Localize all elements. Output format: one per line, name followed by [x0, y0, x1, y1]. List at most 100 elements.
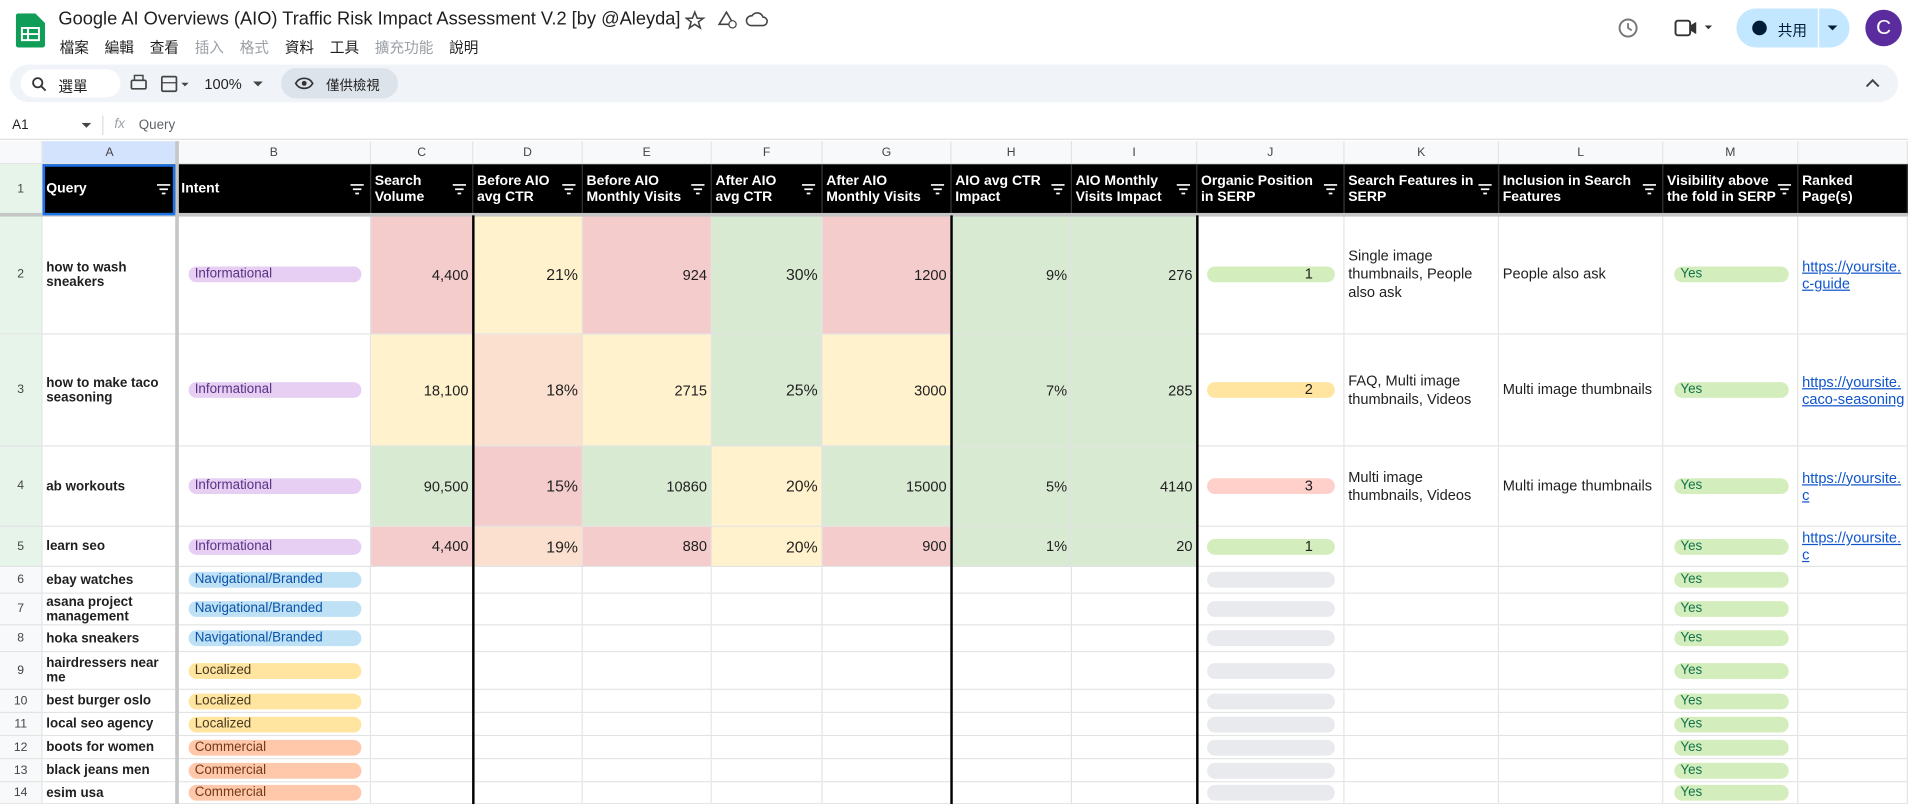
- cell[interactable]: how to make taco seasoning: [42, 334, 178, 447]
- cell[interactable]: ab workouts: [42, 446, 178, 527]
- cell[interactable]: [951, 625, 1073, 653]
- cell[interactable]: Navigational/Branded: [177, 625, 372, 653]
- cell[interactable]: [473, 689, 583, 714]
- cell[interactable]: Yes: [1663, 567, 1799, 594]
- cell[interactable]: [711, 782, 823, 804]
- cell[interactable]: Localized: [177, 652, 372, 690]
- cell[interactable]: Multi image thumbnails, Videos: [1344, 446, 1500, 527]
- cell[interactable]: [582, 689, 712, 714]
- cell[interactable]: 20%: [711, 446, 823, 527]
- cell[interactable]: [822, 713, 952, 737]
- cell[interactable]: [1344, 689, 1500, 714]
- row-header[interactable]: 8: [0, 625, 43, 653]
- header-cell[interactable]: After AIO Monthly Visits: [822, 164, 952, 216]
- header-cell[interactable]: Inclusion in Search Features: [1499, 164, 1664, 216]
- cell[interactable]: [473, 736, 583, 760]
- cell[interactable]: Yes: [1663, 689, 1799, 714]
- cell[interactable]: [1072, 567, 1198, 594]
- ranked-page-link[interactable]: https://yoursite.caco-seasoning: [1802, 372, 1905, 408]
- cell[interactable]: learn seo: [42, 526, 178, 568]
- cell[interactable]: 4140: [1072, 446, 1198, 527]
- formula-text[interactable]: Query: [138, 118, 176, 133]
- cell[interactable]: [711, 593, 823, 626]
- cell[interactable]: Yes: [1663, 215, 1799, 335]
- menu-item[interactable]: 擴充功能: [374, 38, 434, 56]
- cell[interactable]: Single image thumbnails, People also ask: [1344, 215, 1500, 335]
- zoom-level[interactable]: 100%: [204, 75, 242, 93]
- menu-item[interactable]: 資料: [284, 38, 315, 56]
- row-header[interactable]: 5: [0, 526, 43, 568]
- cell[interactable]: [951, 652, 1073, 690]
- cell[interactable]: Yes: [1663, 652, 1799, 690]
- cell[interactable]: black jeans men: [42, 759, 178, 783]
- corner-cell[interactable]: [0, 141, 43, 165]
- column-header[interactable]: B: [177, 141, 372, 165]
- column-header[interactable]: J: [1197, 141, 1345, 165]
- row-header[interactable]: 6: [0, 567, 43, 594]
- header-cell[interactable]: Organic Position in SERP: [1197, 164, 1345, 216]
- cell[interactable]: Navigational/Branded: [177, 593, 372, 626]
- cell[interactable]: [1499, 736, 1664, 760]
- header-cell[interactable]: Ranked Page(s): [1798, 164, 1908, 216]
- cell[interactable]: Yes: [1663, 625, 1799, 653]
- cell[interactable]: 2715: [582, 334, 712, 447]
- cell[interactable]: [371, 567, 474, 594]
- title-icons[interactable]: [685, 10, 773, 32]
- row-header[interactable]: 14: [0, 782, 43, 804]
- header-cell[interactable]: After AIO avg CTR: [711, 164, 823, 216]
- cell[interactable]: 19%: [473, 526, 583, 568]
- header-cell[interactable]: Search Features in SERP: [1344, 164, 1500, 216]
- cell[interactable]: [1499, 759, 1664, 783]
- column-header[interactable]: [1798, 141, 1908, 165]
- cell[interactable]: [711, 736, 823, 760]
- cell[interactable]: 1: [1197, 215, 1345, 335]
- cell[interactable]: [951, 736, 1073, 760]
- cell[interactable]: [1072, 652, 1198, 690]
- cell[interactable]: 276: [1072, 215, 1198, 335]
- row-header[interactable]: 4: [0, 446, 43, 527]
- cell[interactable]: [1499, 652, 1664, 690]
- cell[interactable]: Commercial: [177, 782, 372, 804]
- cell[interactable]: best burger oslo: [42, 689, 178, 714]
- cell[interactable]: https://yoursite.caco-seasoning: [1798, 334, 1908, 447]
- row-header[interactable]: 13: [0, 759, 43, 783]
- cell[interactable]: [711, 625, 823, 653]
- cell[interactable]: People also ask: [1499, 215, 1664, 335]
- cell[interactable]: [1197, 713, 1345, 737]
- cell[interactable]: [1499, 713, 1664, 737]
- column-header[interactable]: H: [951, 141, 1073, 165]
- cell[interactable]: [1197, 736, 1345, 760]
- ranked-page-link[interactable]: https://yoursite.c: [1802, 529, 1902, 564]
- cell[interactable]: [1344, 782, 1500, 804]
- cell[interactable]: [582, 567, 712, 594]
- cell[interactable]: Commercial: [177, 759, 372, 783]
- name-box-caret[interactable]: [81, 122, 92, 129]
- cell[interactable]: Yes: [1663, 526, 1799, 568]
- cell[interactable]: [1197, 652, 1345, 690]
- cell[interactable]: [1197, 593, 1345, 626]
- cell[interactable]: [711, 567, 823, 594]
- cell[interactable]: 18%: [473, 334, 583, 447]
- cell[interactable]: [371, 625, 474, 653]
- cell[interactable]: [1072, 689, 1198, 714]
- cell[interactable]: [473, 652, 583, 690]
- cell[interactable]: Localized: [177, 713, 372, 737]
- cell[interactable]: Informational: [177, 215, 372, 335]
- cell[interactable]: 1: [1197, 526, 1345, 568]
- cell[interactable]: 30%: [711, 215, 823, 335]
- header-cell[interactable]: Before AIO avg CTR: [473, 164, 583, 216]
- cell[interactable]: [582, 625, 712, 653]
- sheets-logo[interactable]: [15, 13, 46, 48]
- ranked-page-link[interactable]: https://yoursite.c-guide: [1802, 257, 1902, 292]
- cell[interactable]: [582, 736, 712, 760]
- cell[interactable]: [582, 652, 712, 690]
- share-label[interactable]: 共用: [1777, 21, 1807, 39]
- cell[interactable]: 3000: [822, 334, 952, 447]
- cell[interactable]: [1072, 593, 1198, 626]
- cell[interactable]: [371, 713, 474, 737]
- cell[interactable]: Informational: [177, 334, 372, 447]
- cell[interactable]: [951, 593, 1073, 626]
- header-cell[interactable]: Query: [42, 164, 178, 216]
- cell[interactable]: [371, 759, 474, 783]
- cell[interactable]: hoka sneakers: [42, 625, 178, 653]
